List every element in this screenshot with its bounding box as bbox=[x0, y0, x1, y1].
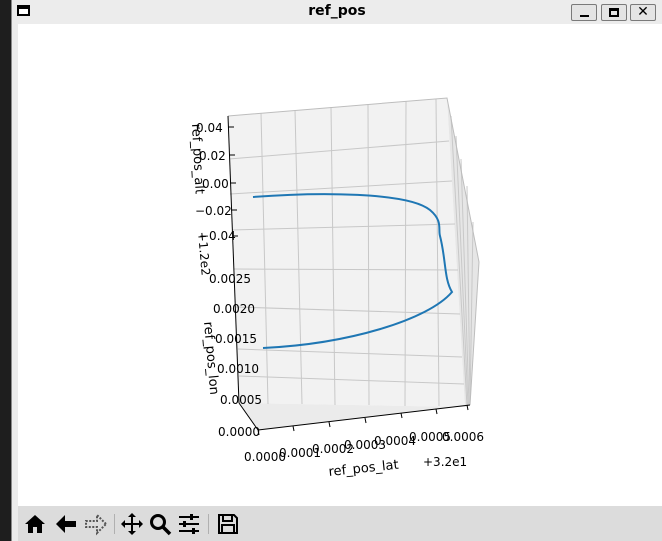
y-tick-label: 0.0025 bbox=[209, 272, 251, 286]
y-offset-label: +1.2e2 bbox=[195, 231, 213, 276]
title-bar[interactable]: ref_pos ✕ bbox=[12, 0, 662, 24]
close-icon: ✕ bbox=[637, 4, 649, 20]
z-tick-label: 0.04 bbox=[196, 121, 223, 135]
z-axis-line bbox=[227, 115, 240, 404]
background-desktop bbox=[0, 0, 11, 541]
toolbar-separator bbox=[208, 514, 209, 534]
figure-canvas[interactable]: 0.04 0.02 0.00 −0.02 −0.04 0.0025 0.0020… bbox=[18, 24, 662, 506]
x-tick-label: 0.0001 bbox=[279, 446, 321, 460]
x-tick-label: 0.0005 bbox=[409, 430, 451, 444]
toolbar-separator bbox=[114, 514, 115, 534]
y-tick-label: 0.0005 bbox=[220, 393, 262, 407]
z-tick-label: 0.02 bbox=[199, 149, 226, 163]
x-tick-label: 0.0003 bbox=[344, 438, 386, 452]
data-line bbox=[252, 193, 454, 349]
x-tick-label: 0.0000 bbox=[244, 450, 286, 464]
y-tick-label: 0.0010 bbox=[217, 362, 259, 376]
back-pane bbox=[228, 98, 465, 407]
back-icon[interactable] bbox=[54, 512, 78, 536]
home-icon[interactable] bbox=[23, 512, 47, 536]
window-title: ref_pos bbox=[308, 3, 366, 19]
save-icon[interactable] bbox=[216, 512, 240, 536]
x-tick-label: 0.0004 bbox=[374, 434, 416, 448]
navigation-toolbar bbox=[18, 506, 662, 541]
y-tick-label: 0.0015 bbox=[215, 332, 257, 346]
close-button[interactable]: ✕ bbox=[630, 4, 656, 21]
z-ticks: 0.04 0.02 0.00 −0.02 −0.04 bbox=[195, 121, 238, 243]
axes-3d[interactable]: 0.04 0.02 0.00 −0.02 −0.04 0.0025 0.0020… bbox=[18, 24, 662, 506]
minimize-button[interactable] bbox=[571, 4, 597, 21]
x-tick-label: 0.0002 bbox=[312, 442, 354, 456]
x-axis-line bbox=[257, 404, 471, 431]
y-ticks: 0.0025 0.0020 0.0015 0.0010 0.0005 0.000… bbox=[209, 272, 262, 439]
z-tick-label: 0.00 bbox=[202, 177, 229, 191]
maximize-button[interactable] bbox=[601, 4, 627, 21]
window-icon[interactable] bbox=[17, 5, 30, 16]
z-axis-label: ref_pos_alt bbox=[188, 123, 207, 194]
floor-pane bbox=[239, 403, 470, 430]
x-offset-label: +3.2e1 bbox=[423, 455, 467, 469]
y-tick-label: 0.0000 bbox=[218, 425, 260, 439]
x-axis-label: ref_pos_lat bbox=[328, 458, 399, 480]
y-axis-label: ref_pos_lon bbox=[200, 321, 221, 395]
x-tick-label: 0.0006 bbox=[442, 430, 484, 444]
z-tick-label: −0.02 bbox=[195, 204, 232, 218]
x-ticks: 0.0000 0.0001 0.0002 0.0003 0.0004 0.000… bbox=[244, 404, 484, 464]
forward-icon[interactable] bbox=[84, 512, 108, 536]
pan-icon[interactable] bbox=[120, 512, 144, 536]
plot-window: ref_pos ✕ bbox=[11, 0, 662, 541]
y-tick-label: 0.0020 bbox=[213, 302, 255, 316]
configure-subplots-icon[interactable] bbox=[177, 512, 201, 536]
y-axis-line bbox=[238, 402, 259, 431]
z-tick-label: −0.04 bbox=[199, 229, 236, 243]
pane-edges bbox=[227, 97, 480, 406]
zoom-icon[interactable] bbox=[148, 512, 172, 536]
